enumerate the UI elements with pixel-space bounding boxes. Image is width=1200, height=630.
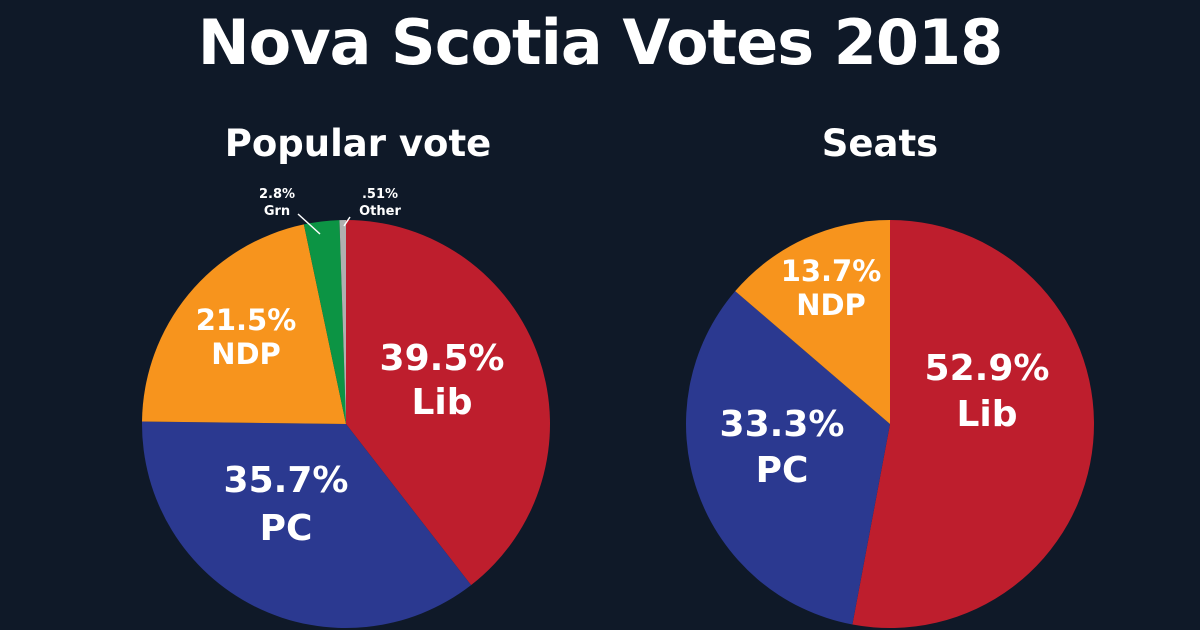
popular-vote-value-label-grn: 2.8% (259, 187, 295, 202)
seats-party-label-pc: PC (756, 450, 809, 491)
seats-pie (686, 220, 1094, 629)
seats-party-label-ndp: NDP (796, 288, 866, 322)
popular-vote-slice-other (339, 219, 346, 424)
popular-vote-slice-pc (141, 421, 472, 629)
seats-value-label-lib: 52.9% (925, 348, 1050, 389)
seats-slice-ndp (735, 220, 890, 424)
popular-vote-party-label-grn: Grn (264, 204, 290, 219)
popular-vote-value-label-ndp: 21.5% (196, 303, 297, 337)
popular-vote-value-label-pc: 35.7% (224, 460, 349, 501)
seats-slice-lib (852, 220, 1094, 629)
popular-vote-slice-grn (303, 220, 346, 424)
seats-value-label-pc: 33.3% (720, 404, 845, 445)
popular-vote-title: Popular vote (224, 122, 492, 165)
seats-value-label-ndp: 13.7% (781, 254, 882, 288)
popular-vote-leader-other (343, 216, 351, 227)
popular-vote-party-label-ndp: NDP (211, 337, 281, 371)
popular-vote-slice-ndp (142, 224, 346, 424)
popular-vote-leader-grn (297, 213, 321, 235)
popular-vote-party-label-other: Other (359, 204, 401, 219)
seats-title: Seats (821, 122, 939, 165)
seats-slice-pc (686, 291, 890, 625)
popular-vote-pie (141, 219, 550, 629)
popular-vote-party-label-pc: PC (260, 508, 313, 549)
popular-vote-value-label-other: .51% (362, 187, 398, 202)
seats-party-label-lib: Lib (956, 394, 1017, 435)
popular-vote-value-label-lib: 39.5% (380, 338, 505, 379)
popular-vote-slice-lib (346, 220, 550, 586)
page-title: Nova Scotia Votes 2018 (197, 6, 1004, 79)
popular-vote-party-label-lib: Lib (411, 382, 472, 423)
